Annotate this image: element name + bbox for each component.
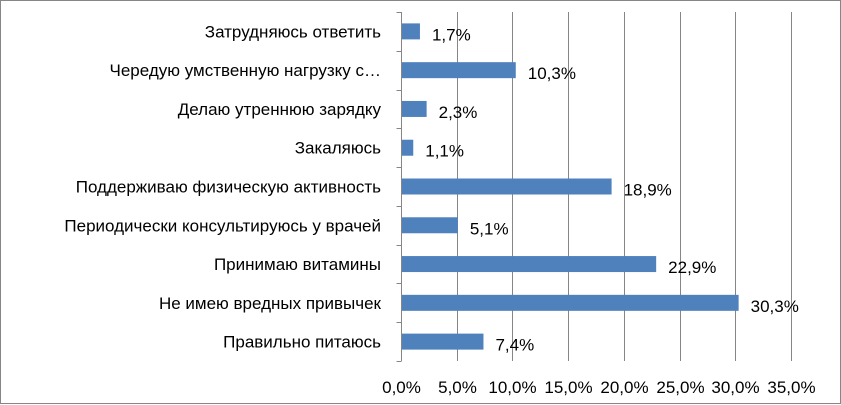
- axes: [396, 12, 402, 362]
- category-label: Принимаю витамины: [214, 255, 381, 274]
- data-label: 1,1%: [425, 142, 464, 161]
- data-label: 22,9%: [668, 258, 716, 277]
- x-tick-label: 0,0%: [382, 378, 421, 397]
- bar: [402, 333, 484, 350]
- category-label: Затрудняюсь ответить: [205, 22, 381, 41]
- data-label: 10,3%: [528, 64, 576, 83]
- data-label: 1,7%: [432, 25, 471, 44]
- bar: [402, 217, 458, 234]
- x-tick-label: 10,0%: [488, 378, 536, 397]
- data-label: 18,9%: [624, 181, 672, 200]
- data-label: 7,4%: [495, 336, 534, 355]
- x-tick-label: 35,0%: [767, 378, 815, 397]
- data-label: 5,1%: [470, 219, 509, 238]
- category-label: Не имею вредных привычек: [159, 294, 382, 313]
- category-label: Поддерживаю физическую активность: [76, 178, 381, 197]
- category-label: Делаю утреннюю зарядку: [178, 100, 382, 119]
- bars: [402, 23, 739, 350]
- bar: [402, 100, 427, 117]
- category-label: Периодически консультируюсь у врачей: [64, 216, 381, 235]
- data-label: 30,3%: [751, 297, 799, 316]
- x-tick-label: 15,0%: [544, 378, 592, 397]
- bar: [402, 62, 516, 79]
- bar: [402, 256, 657, 273]
- x-tick-label: 25,0%: [656, 378, 704, 397]
- bar: [402, 178, 612, 195]
- bar: [402, 294, 739, 311]
- x-tick-label: 20,0%: [600, 378, 648, 397]
- bar: [402, 23, 420, 40]
- x-tick-label: 30,0%: [711, 378, 759, 397]
- labels: 0,0% 5,0% 10,0% 15,0% 20,0% 25,0% 30,0% 35,0% За…: [64, 22, 815, 397]
- category-label: Чередую умственную нагрузку с…: [110, 61, 382, 80]
- data-label: 2,3%: [439, 103, 478, 122]
- x-tick-label: 5,0%: [438, 378, 477, 397]
- bar: [402, 139, 414, 156]
- category-label: Закаляюсь: [295, 139, 381, 158]
- category-label: Правильно питаюсь: [223, 333, 381, 352]
